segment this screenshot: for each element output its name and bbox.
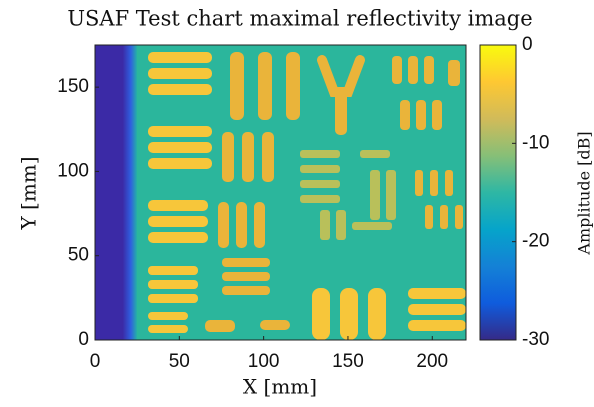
colorbar-label: Amplitude [dB] [575, 131, 594, 255]
colorbar-tick-label: -20 [522, 231, 549, 252]
image [95, 45, 466, 340]
x-axis-label: X [mm] [243, 375, 317, 399]
chart-title: USAF Test chart maximal reflectivity ima… [67, 7, 532, 31]
colorbar [479, 44, 517, 341]
y-tick-label: 100 [57, 160, 89, 181]
colorbar-tick-label: -30 [522, 329, 549, 350]
colorbar-tick-label: -10 [522, 132, 549, 153]
y-tick-label: 150 [57, 76, 89, 97]
x-tick-label: 150 [332, 351, 364, 372]
y-tick-label: 50 [68, 245, 89, 266]
x-tick-label: 200 [416, 351, 448, 372]
x-tick-label: 50 [169, 351, 190, 372]
x-tick-label: 100 [248, 351, 280, 372]
y-tick-label: 0 [78, 329, 89, 350]
plot-frame [94, 44, 467, 341]
y-axis-label: Y [mm] [17, 156, 41, 230]
x-tick-label: 0 [90, 351, 101, 372]
colorbar-tick-label: 0 [522, 34, 533, 55]
